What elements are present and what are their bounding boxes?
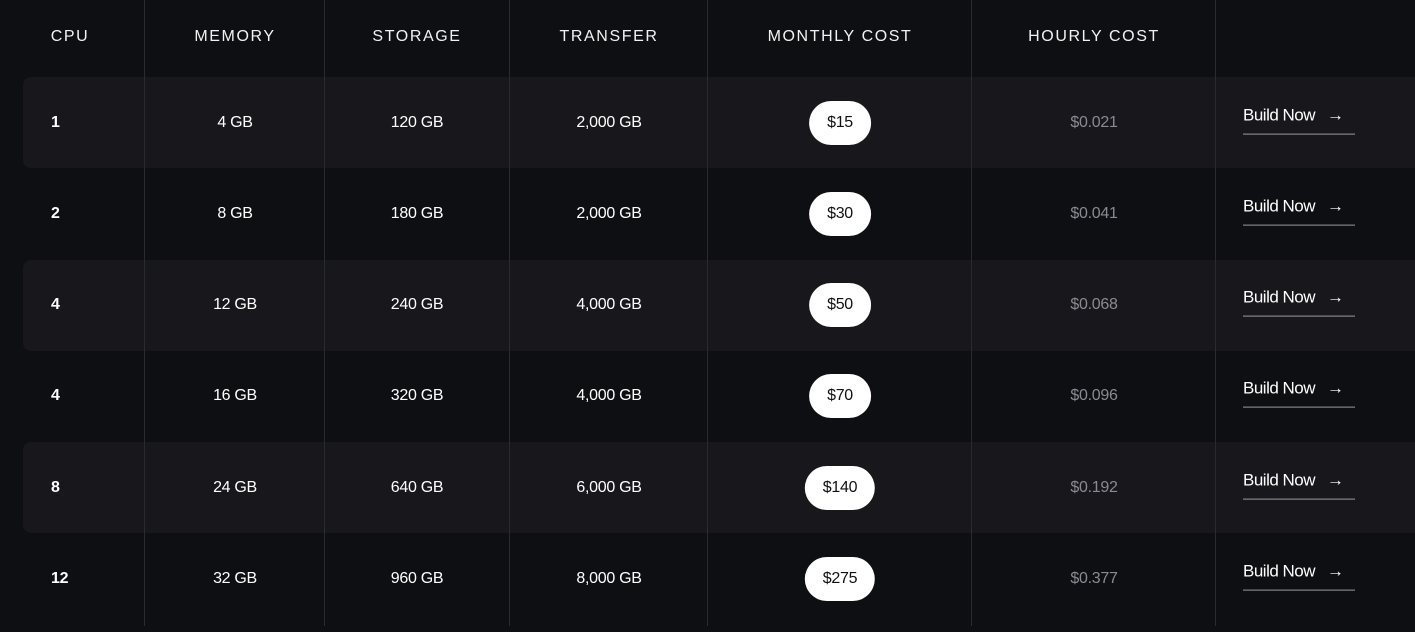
hourly-cost-cell: $0.377 <box>1070 570 1118 587</box>
column-divider <box>324 0 325 626</box>
hourly-cost-cell: $0.021 <box>1070 113 1118 131</box>
header-transfer: TRANSFER <box>559 28 659 45</box>
storage-cell: 960 GB <box>390 570 444 587</box>
cpu-cell: 4 <box>51 387 60 405</box>
table-row: 2 8 GB 180 GB 2,000 GB $30 $0.041 Build Now → <box>23 168 1415 259</box>
monthly-cost-badge: $70 <box>809 374 871 419</box>
memory-cell: 8 GB <box>217 204 253 222</box>
table-row: 1 4 GB 120 GB 2,000 GB $15 $0.021 Build Now → <box>23 77 1415 168</box>
header-cpu: CPU <box>50 28 90 45</box>
header-hourly-cost: HOURLY COST <box>1028 28 1160 45</box>
cpu-cell: 4 <box>51 296 60 314</box>
build-now-link[interactable]: Build Now → <box>1243 105 1355 135</box>
header-monthly-cost: MONTHLY COST <box>767 28 913 45</box>
memory-cell: 12 GB <box>213 296 257 314</box>
column-divider <box>509 0 510 626</box>
column-divider <box>1215 0 1216 626</box>
table-row: 8 24 GB 640 GB 6,000 GB $140 $0.192 Build Now → <box>23 442 1415 534</box>
build-now-label: Build Now <box>1243 561 1316 581</box>
build-now-link[interactable]: Build Now → <box>1243 562 1355 591</box>
build-now-label: Build Now <box>1243 287 1316 307</box>
arrow-right-icon: → <box>1327 470 1344 490</box>
column-divider <box>971 0 972 626</box>
memory-cell: 24 GB <box>213 478 257 496</box>
cpu-cell: 12 <box>51 570 69 587</box>
build-now-link[interactable]: Build Now → <box>1243 196 1355 226</box>
hourly-cost-cell: $0.041 <box>1070 204 1118 222</box>
arrow-right-icon: → <box>1327 561 1344 581</box>
table-header: CPU MEMORY STORAGE TRANSFER MONTHLY COST… <box>0 0 1415 77</box>
build-now-link[interactable]: Build Now → <box>1243 470 1355 500</box>
transfer-cell: 2,000 GB <box>576 204 642 222</box>
build-now-label: Build Now <box>1243 105 1316 125</box>
build-now-link[interactable]: Build Now → <box>1243 379 1355 408</box>
cpu-cell: 2 <box>51 204 60 222</box>
monthly-cost-badge: $140 <box>804 465 876 510</box>
build-now-label: Build Now <box>1243 378 1316 398</box>
arrow-right-icon: → <box>1327 196 1344 216</box>
arrow-right-icon: → <box>1327 287 1344 307</box>
cpu-cell: 8 <box>51 478 60 496</box>
table-row: 4 16 GB 320 GB 4,000 GB $70 $0.096 Build Now → <box>23 351 1415 442</box>
table-row: 12 32 GB 960 GB 8,000 GB $275 $0.377 Build Now… <box>23 534 1415 625</box>
cpu-cell: 1 <box>51 113 60 131</box>
build-now-label: Build Now <box>1243 470 1316 490</box>
arrow-right-icon: → <box>1327 105 1344 125</box>
storage-cell: 320 GB <box>390 387 444 405</box>
storage-cell: 120 GB <box>390 113 444 131</box>
transfer-cell: 2,000 GB <box>576 113 642 131</box>
build-now-label: Build Now <box>1243 196 1316 216</box>
monthly-cost-badge: $275 <box>804 557 876 601</box>
storage-cell: 640 GB <box>390 478 444 496</box>
transfer-cell: 8,000 GB <box>576 570 642 587</box>
memory-cell: 32 GB <box>213 570 257 587</box>
hourly-cost-cell: $0.192 <box>1070 478 1118 496</box>
hourly-cost-cell: $0.068 <box>1070 296 1118 314</box>
memory-cell: 4 GB <box>217 113 253 131</box>
build-now-link[interactable]: Build Now → <box>1243 288 1355 317</box>
arrow-right-icon: → <box>1327 378 1344 398</box>
transfer-cell: 6,000 GB <box>576 478 642 496</box>
storage-cell: 240 GB <box>390 296 444 314</box>
storage-cell: 180 GB <box>390 204 444 222</box>
transfer-cell: 4,000 GB <box>576 296 642 314</box>
column-divider <box>707 0 708 626</box>
header-storage: STORAGE <box>372 28 462 45</box>
transfer-cell: 4,000 GB <box>576 387 642 405</box>
table-row: 4 12 GB 240 GB 4,000 GB $50 $0.068 Build Now → <box>23 259 1415 351</box>
monthly-cost-badge: $50 <box>809 283 871 328</box>
column-divider <box>144 0 145 626</box>
header-memory: MEMORY <box>194 28 276 45</box>
memory-cell: 16 GB <box>213 387 257 405</box>
monthly-cost-badge: $15 <box>809 100 871 145</box>
monthly-cost-badge: $30 <box>809 191 871 236</box>
hourly-cost-cell: $0.096 <box>1070 387 1118 405</box>
